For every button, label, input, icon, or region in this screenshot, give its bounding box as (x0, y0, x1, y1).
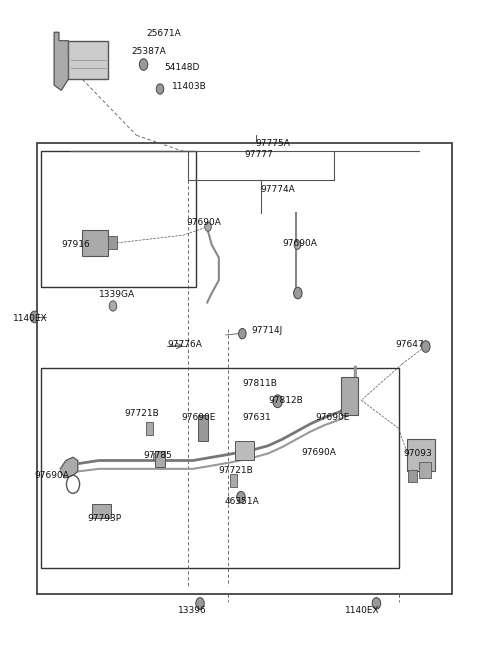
Text: 97690A: 97690A (34, 471, 69, 480)
Bar (37, 143, 452, 594)
Circle shape (239, 328, 246, 339)
Circle shape (156, 84, 164, 94)
Text: 97690E: 97690E (315, 413, 349, 422)
Bar (156, 451, 165, 467)
Text: 97721B: 97721B (125, 409, 159, 418)
Bar (198, 415, 208, 442)
Bar (229, 474, 237, 487)
Text: 46351A: 46351A (225, 497, 260, 505)
Polygon shape (60, 457, 78, 478)
Text: 1140EX: 1140EX (13, 313, 48, 323)
Circle shape (273, 395, 282, 408)
Bar (108, 237, 117, 249)
Bar (341, 377, 358, 415)
Bar (408, 470, 417, 482)
Circle shape (294, 287, 302, 299)
Circle shape (196, 598, 204, 609)
Text: 97690A: 97690A (186, 218, 221, 227)
Text: 97777: 97777 (244, 150, 273, 159)
Text: 97916: 97916 (61, 240, 90, 249)
Circle shape (294, 240, 300, 249)
Text: 97690A: 97690A (282, 239, 317, 248)
Text: 25671A: 25671A (146, 29, 180, 38)
Text: 1339GA: 1339GA (99, 290, 135, 299)
Circle shape (372, 598, 381, 609)
Bar (153, 453, 156, 461)
Text: 97647: 97647 (395, 340, 424, 349)
Text: 25387A: 25387A (132, 47, 167, 56)
Bar (92, 505, 110, 518)
Text: 97631: 97631 (242, 413, 271, 422)
Circle shape (421, 341, 430, 352)
Text: 97776A: 97776A (167, 340, 202, 349)
Bar (83, 230, 108, 256)
Bar (41, 369, 398, 568)
Text: 97690E: 97690E (181, 413, 216, 422)
Text: 11403B: 11403B (172, 82, 206, 91)
Bar (146, 422, 153, 435)
Bar (41, 152, 196, 286)
Text: 1140EX: 1140EX (345, 606, 380, 615)
Text: 97093: 97093 (404, 449, 432, 458)
Text: 97793P: 97793P (87, 514, 121, 523)
Text: 97721B: 97721B (219, 466, 253, 474)
Text: 97690A: 97690A (301, 447, 336, 457)
Text: 97774A: 97774A (260, 185, 295, 194)
Bar (407, 440, 435, 472)
Text: 97775A: 97775A (255, 139, 290, 148)
Polygon shape (54, 32, 68, 90)
Text: 97811B: 97811B (242, 379, 277, 388)
Text: 97785: 97785 (144, 451, 172, 461)
Bar (419, 462, 431, 478)
Circle shape (30, 311, 39, 323)
Circle shape (139, 58, 148, 70)
Circle shape (237, 491, 245, 503)
Circle shape (109, 301, 117, 311)
Text: 97714J: 97714J (252, 326, 283, 335)
Bar (235, 442, 254, 461)
Circle shape (204, 222, 211, 231)
Text: 54148D: 54148D (165, 63, 200, 72)
Text: 97812B: 97812B (268, 396, 303, 405)
Text: 13396: 13396 (178, 606, 206, 615)
Bar (68, 41, 108, 79)
